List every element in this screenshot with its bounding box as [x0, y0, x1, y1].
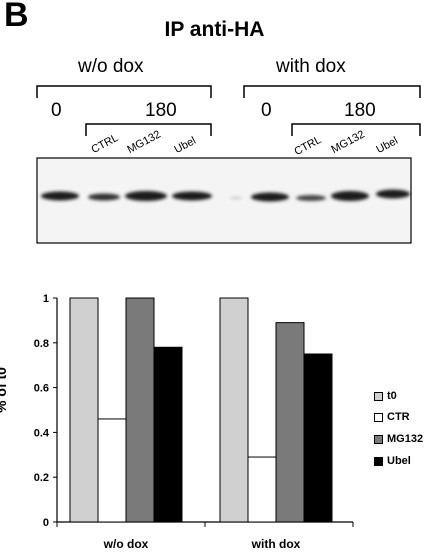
band-lane-2	[88, 193, 120, 201]
time-label-0-with: 0	[261, 100, 272, 121]
panel-label: B	[4, 0, 29, 34]
y-tick-label: 0.4	[34, 427, 50, 439]
time-label-0-wo: 0	[51, 100, 62, 121]
legend-swatch	[374, 434, 383, 444]
legend-item-t0: t0	[374, 389, 397, 403]
bracket-wo-dox	[36, 85, 212, 98]
band-lane-6	[251, 192, 289, 202]
band-lane-1	[41, 191, 79, 201]
band-lane-4	[172, 191, 212, 201]
legend-label: Ubel	[387, 455, 411, 467]
band-lane-7	[296, 195, 326, 201]
time-label-180-wo: 180	[145, 100, 177, 121]
chart-labels: 0 0.2 0.4 0.6 0.8 1 % of t0 w/o dox with dox	[0, 293, 301, 551]
band-lane-8	[331, 191, 369, 201]
bracket-180-wo	[85, 123, 212, 136]
legend-item-ubel: Ubel	[374, 454, 411, 468]
band-lane-5	[230, 196, 242, 200]
bar-ctr-wo-dox	[97, 418, 127, 523]
band-lane-3	[125, 191, 167, 201]
y-tick-label: 0	[43, 517, 49, 529]
legend-item-mg132: MG132	[374, 432, 423, 446]
legend-label: CTR	[387, 411, 410, 423]
bracket-180-with	[291, 123, 421, 136]
bar-mg132-with-dox	[275, 322, 305, 523]
legend-item-ctr: CTR	[374, 410, 410, 424]
condition-label-with-dox: with dox	[276, 56, 346, 77]
bar-ubel-with-dox	[303, 353, 333, 523]
x-category-label: w/o dox	[103, 537, 149, 551]
y-tick-label: 0.2	[34, 472, 49, 484]
y-tick-label: 0.6	[34, 383, 49, 395]
time-label-180-with: 180	[344, 100, 376, 121]
legend-label: MG132	[387, 433, 424, 445]
legend-swatch	[374, 412, 383, 422]
bar-t0-with-dox	[219, 297, 249, 523]
blot-title: IP anti-HA	[164, 18, 265, 41]
x-category-label: with dox	[251, 537, 301, 551]
bracket-with-dox	[243, 85, 421, 98]
legend-swatch	[374, 456, 383, 466]
condition-label-wo-dox: w/o dox	[78, 56, 144, 77]
bar-ubel-wo-dox	[153, 346, 183, 523]
legend-label: t0	[387, 390, 397, 402]
chart-bars	[69, 297, 333, 523]
band-lane-9	[376, 189, 410, 199]
y-tick-label: 0.8	[34, 338, 49, 350]
bar-mg132-wo-dox	[125, 297, 155, 523]
bar-ctr-with-dox	[247, 456, 277, 523]
legend-swatch	[374, 391, 383, 401]
western-blot	[36, 85, 421, 244]
bar-t0-wo-dox	[69, 297, 99, 523]
y-tick-label: 1	[43, 293, 49, 305]
y-axis-label: % of t0	[0, 367, 9, 413]
